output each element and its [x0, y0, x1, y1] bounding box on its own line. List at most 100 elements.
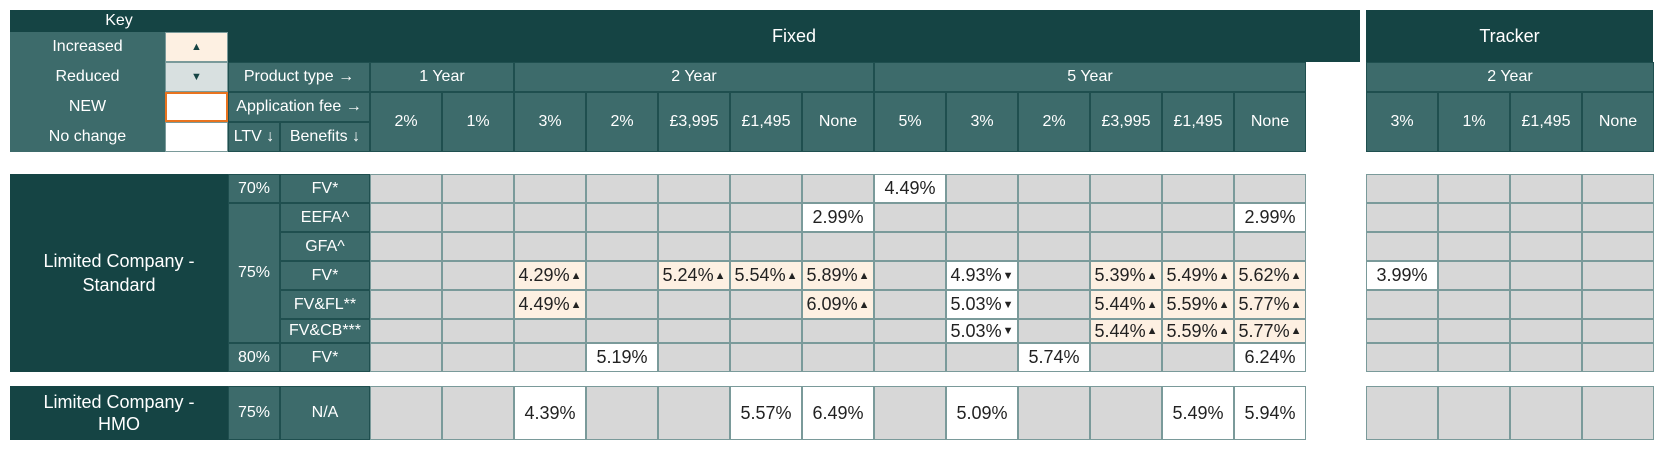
empty-cell: [370, 290, 442, 319]
rate-cell: 4.49%: [874, 174, 946, 203]
rate-value: 5.19%: [596, 347, 648, 367]
key-increased-label: Increased: [10, 32, 165, 62]
empty-cell: [1090, 174, 1162, 203]
rate-cell: 5.24% ▲: [658, 261, 730, 290]
fee-header: £1,495: [730, 92, 802, 152]
rate-cell: 5.49% ▲: [1162, 261, 1234, 290]
benefit-label: FV*: [280, 174, 370, 203]
empty-cell: [586, 290, 658, 319]
empty-cell: [802, 319, 874, 343]
rate-value: 4.93%: [950, 265, 1002, 285]
empty-cell: [442, 343, 514, 372]
key-reduced-label: Reduced: [10, 62, 165, 92]
empty-cell: [1438, 261, 1510, 290]
empty-cell: [1366, 386, 1438, 440]
key-new-swatch: [165, 92, 228, 122]
rate-value: 4.49%: [884, 178, 936, 198]
empty-cell: [1366, 343, 1438, 372]
rate-cell: 5.44% ▲: [1090, 319, 1162, 343]
empty-cell: [1582, 232, 1654, 261]
empty-cell: [586, 319, 658, 343]
empty-cell: [1366, 290, 1438, 319]
benefit-label: N/A: [280, 386, 370, 440]
fee-header: 3%: [514, 92, 586, 152]
increase-arrow-icon: ▲: [570, 298, 582, 311]
rate-cell: 2.99%: [1234, 203, 1306, 232]
increase-arrow-icon: ▲: [1218, 269, 1230, 282]
rate-cell: 6.09% ▲: [802, 290, 874, 319]
fee-header: £3,995: [1090, 92, 1162, 152]
empty-cell: [1366, 232, 1438, 261]
ltv-75: 75%: [228, 203, 280, 343]
empty-cell: [874, 232, 946, 261]
empty-cell: [370, 261, 442, 290]
fee-header: 2%: [370, 92, 442, 152]
section-hmo-label: Limited Company - HMO: [10, 386, 228, 440]
decrease-arrow-icon: ▼: [1002, 298, 1014, 311]
empty-cell: [874, 203, 946, 232]
empty-cell: [586, 261, 658, 290]
empty-cell: [1510, 203, 1582, 232]
benefit-label: FV*: [280, 343, 370, 372]
increase-arrow-icon: ▲: [858, 269, 870, 282]
empty-cell: [658, 232, 730, 261]
empty-cell: [658, 174, 730, 203]
empty-cell: [1438, 174, 1510, 203]
benefit-label: FV&FL**: [280, 290, 370, 319]
empty-cell: [1438, 319, 1510, 343]
rate-value: 5.03%: [950, 294, 1002, 314]
increase-arrow-icon: ▲: [1146, 298, 1158, 311]
rate-cell: 5.77% ▲: [1234, 319, 1306, 343]
key-reduced-swatch: ▼: [165, 62, 228, 92]
ltv-hmo-75: 75%: [228, 386, 280, 440]
rate-cell: 5.77% ▲: [1234, 290, 1306, 319]
rate-value: 6.09%: [806, 294, 858, 314]
key-increased-swatch: ▲: [165, 32, 228, 62]
empty-cell: [730, 290, 802, 319]
empty-cell: [730, 174, 802, 203]
rate-cell: 5.74%: [1018, 343, 1090, 372]
fee-header: 1%: [1438, 92, 1510, 152]
decrease-arrow-icon: ▼: [1002, 325, 1014, 337]
tracker-banner: Tracker: [1366, 10, 1653, 62]
rate-value: 5.03%: [950, 320, 1002, 341]
empty-cell: [1018, 232, 1090, 261]
empty-cell: [658, 319, 730, 343]
empty-cell: [1582, 261, 1654, 290]
term-header: 1 Year: [370, 62, 514, 92]
rate-cell: 5.44% ▲: [1090, 290, 1162, 319]
empty-cell: [514, 174, 586, 203]
increase-arrow-icon: ▲: [1290, 269, 1302, 282]
rate-cell: 5.19%: [586, 343, 658, 372]
fee-header: 5%: [874, 92, 946, 152]
empty-cell: [1438, 232, 1510, 261]
empty-cell: [1510, 386, 1582, 440]
increase-arrow-icon: ▲: [1290, 298, 1302, 311]
term-header: 2 Year: [1366, 62, 1654, 92]
rate-value: 5.77%: [1238, 320, 1290, 341]
empty-cell: [1438, 386, 1510, 440]
rate-value: 3.99%: [1376, 265, 1428, 285]
rate-cell: 4.29% ▲: [514, 261, 586, 290]
empty-cell: [874, 386, 946, 440]
empty-cell: [1162, 343, 1234, 372]
empty-cell: [874, 290, 946, 319]
empty-cell: [658, 290, 730, 319]
empty-cell: [442, 261, 514, 290]
empty-cell: [1018, 203, 1090, 232]
term-header: 5 Year: [874, 62, 1306, 92]
rate-cell: 5.62% ▲: [1234, 261, 1306, 290]
empty-cell: [1582, 319, 1654, 343]
empty-cell: [370, 174, 442, 203]
product-type-header: Product type →: [228, 62, 370, 92]
empty-cell: [586, 203, 658, 232]
empty-cell: [946, 203, 1018, 232]
rate-value: 4.39%: [524, 402, 576, 423]
fee-header: 1%: [442, 92, 514, 152]
rate-cell: 3.99%: [1366, 261, 1438, 290]
increase-arrow-icon: ▲: [1146, 269, 1158, 282]
benefit-label: FV&CB***: [280, 319, 370, 343]
empty-cell: [1162, 174, 1234, 203]
rate-cell: 5.59% ▲: [1162, 319, 1234, 343]
empty-cell: [730, 343, 802, 372]
